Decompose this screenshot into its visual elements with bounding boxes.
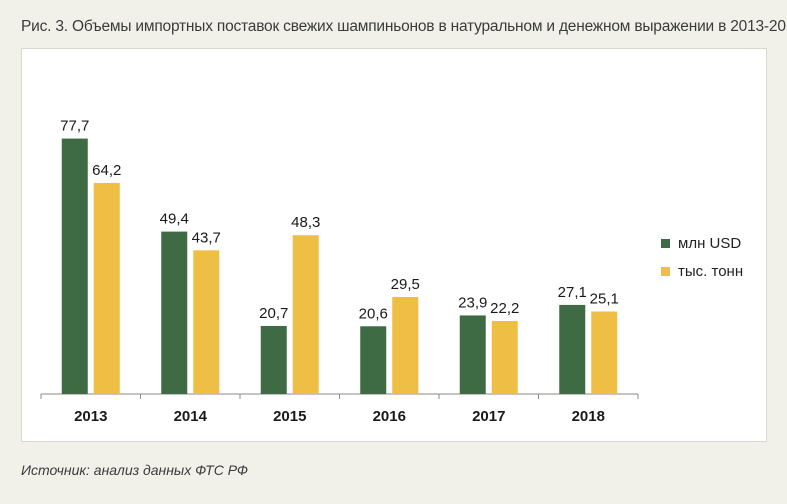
x-tick-label: 2015 [273, 408, 306, 425]
bar-tons [292, 235, 319, 394]
data-label: 43,7 [192, 229, 221, 246]
data-label: 29,5 [391, 276, 420, 293]
bar-usd [360, 326, 387, 394]
x-tick-label: 2017 [472, 408, 505, 425]
legend-swatch-usd [661, 238, 670, 248]
figure-title: Рис. 3. Объемы импортных поставок свежих… [21, 18, 787, 35]
bar-usd [459, 315, 486, 394]
legend-item-usd: млн USD [661, 233, 743, 253]
bar-usd [61, 138, 88, 394]
legend-item-tons: тыс. тонн [661, 261, 743, 281]
legend-label-usd: млн USD [678, 234, 742, 252]
data-label: 20,6 [359, 305, 388, 322]
bar-tons [193, 250, 220, 394]
chart-legend: млн USD тыс. тонн [661, 233, 743, 289]
bar-tons [591, 311, 618, 394]
bar-usd [161, 231, 188, 394]
data-label: 77,7 [60, 118, 89, 135]
x-tick-label: 2018 [572, 408, 605, 425]
chart-area: 77,7 64,2 2013 49,4 43,7 2014 20,7 48,3 2015 20,6… [21, 48, 767, 442]
x-tick-label: 2013 [74, 408, 107, 425]
figure-source: Источник: анализ данных ФТС РФ [21, 462, 249, 478]
data-label: 22,2 [490, 300, 519, 317]
bar-tons [491, 321, 518, 394]
data-label: 48,3 [291, 214, 320, 231]
data-label: 64,2 [92, 162, 121, 179]
data-label: 20,7 [259, 305, 288, 322]
bar-tons [93, 182, 120, 394]
data-label: 23,9 [458, 294, 487, 311]
data-label: 25,1 [590, 290, 619, 307]
bar-tons [392, 297, 419, 394]
bar-usd [559, 304, 586, 394]
data-label: 49,4 [160, 211, 189, 228]
x-tick-label: 2014 [174, 408, 208, 425]
legend-swatch-tons [661, 266, 670, 276]
legend-label-tons: тыс. тонн [678, 262, 744, 280]
bar-usd [260, 325, 287, 394]
x-tick-label: 2016 [373, 408, 406, 425]
bar-chart: 77,7 64,2 2013 49,443,7 2014 20,7 48,3 2015 20,6… [40, 118, 639, 425]
data-label: 27,1 [558, 284, 587, 301]
